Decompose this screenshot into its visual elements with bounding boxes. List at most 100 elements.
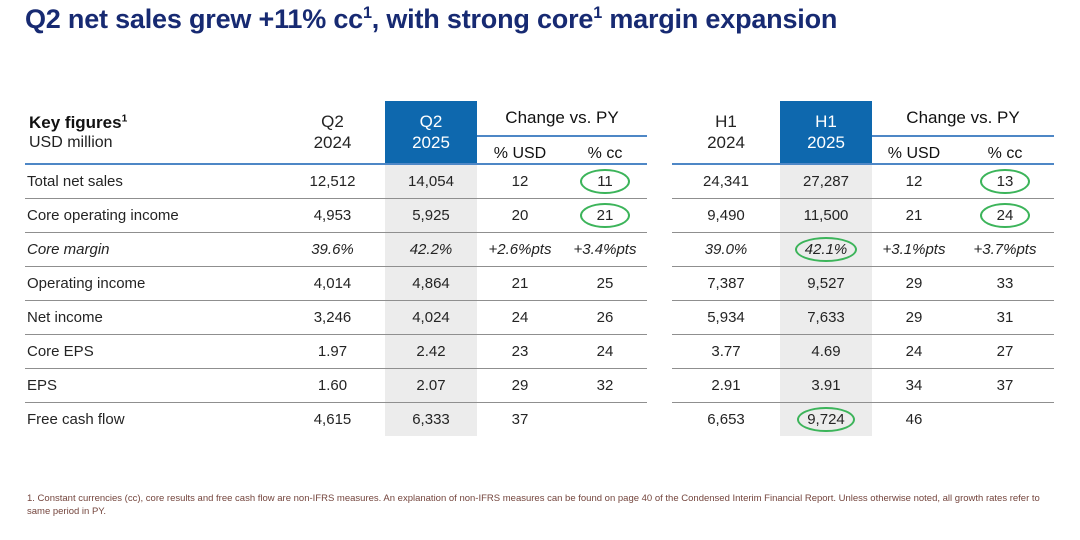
q2-2025-value: 42.2%	[385, 232, 477, 267]
h1-2024-value: 6,653	[707, 411, 745, 428]
table-row-core-operating-income: Core operating income 4,953 5,925 20 21	[25, 198, 647, 233]
table-row-net-income: 5,934 7,633 29 31	[672, 300, 1054, 335]
q2-usd-change-value: 24	[477, 300, 563, 335]
h1-2024-column-header: H1 2024	[672, 101, 780, 165]
q2-2024-value: 3,246	[280, 300, 385, 335]
highlight-circle: 13	[980, 168, 1030, 195]
q2-change-vs-py-header: Change vs. PY	[477, 101, 647, 137]
h1-2025-value: 9,527	[780, 266, 872, 301]
h1-cc-change-value: 24	[956, 198, 1054, 233]
h1-2025-value: 9,724	[780, 402, 872, 436]
h1-2025-value: 42.1%	[780, 232, 872, 267]
table-row-free-cash-flow: Free cash flow 4,615 6,333 37	[25, 402, 647, 437]
h1-pct-cc-header: % cc	[956, 136, 1054, 165]
q2-cc-change-value: 26	[563, 300, 647, 335]
q2-2025-value: 2.07	[385, 368, 477, 403]
h1-usd-change-value: 21	[872, 198, 956, 233]
table-row-operating-income: Operating income 4,014 4,864 21 25	[25, 266, 647, 301]
h1-2025-value: 4.69	[780, 334, 872, 369]
h1-2025-value: 11,500	[780, 198, 872, 233]
h1-usd-change-value: 29	[872, 266, 956, 301]
q2-pct-cc-header: % cc	[563, 136, 647, 165]
table-row-eps: EPS 1.60 2.07 29 32	[25, 368, 647, 403]
h1-2025-column-header: H1 2025	[780, 101, 872, 165]
h1-2025-value: 3.91	[780, 368, 872, 403]
q2-2024-value: 1.60	[280, 368, 385, 403]
q2-2025-value: 6,333	[385, 402, 477, 436]
footnote: 1. Constant currencies (cc), core result…	[27, 493, 1040, 518]
h1-pct-usd-header: % USD	[872, 136, 956, 165]
q2-2024-value: 12,512	[280, 164, 385, 199]
table-row-eps: 2.91 3.91 34 37	[672, 368, 1054, 403]
title-footnote-marker: 1	[593, 4, 603, 22]
row-label: Free cash flow	[27, 411, 125, 428]
h1-2024-value: 7,387	[672, 266, 780, 301]
table-row-core-margin: 39.0% 42.1% +3.1%pts +3.7%pts	[672, 232, 1054, 267]
h1-2024-value: 9,490	[672, 198, 780, 233]
q2-2024-value: 39.6%	[280, 232, 385, 267]
h1-cc-change-value: 27	[956, 334, 1054, 369]
row-label: EPS	[25, 368, 280, 403]
q2-table: Key figures1 USD million Q2 2024 Q2 2025…	[25, 101, 647, 436]
h1-usd-change-value: 24	[872, 334, 956, 369]
q2-2025-value: 5,925	[385, 198, 477, 233]
title-text: Q2 net sales grew +11% cc	[25, 4, 363, 34]
row-label: Core operating income	[25, 198, 280, 233]
h1-usd-change-value: +3.1%pts	[872, 232, 956, 267]
title-text: , with strong core	[371, 4, 594, 34]
q2-2025-value: 4,864	[385, 266, 477, 301]
h1-2024-value: 5,934	[672, 300, 780, 335]
row-label: Total net sales	[25, 164, 280, 199]
q2-cc-change-value: +3.4%pts	[563, 232, 647, 267]
key-figures-header: Key figures1 USD million	[25, 101, 280, 165]
row-label: Operating income	[25, 266, 280, 301]
q2-usd-change-value: +2.6%pts	[477, 232, 563, 267]
table-row-core-eps: 3.77 4.69 24 27	[672, 334, 1054, 369]
q2-cc-change-value: 32	[563, 368, 647, 403]
q2-cc-change-value: 21	[563, 198, 647, 233]
q2-cc-change-value	[563, 403, 647, 437]
q2-2024-value: 4,014	[280, 266, 385, 301]
key-figures-tables: Key figures1 USD million Q2 2024 Q2 2025…	[0, 101, 1080, 436]
q2-cc-change-value: 24	[563, 334, 647, 369]
unit-label: USD million	[29, 133, 113, 151]
table-row-core-margin: Core margin 39.6% 42.2% +2.6%pts +3.4%pt…	[25, 232, 647, 267]
title-footnote-marker: 1	[362, 4, 372, 22]
table-row-operating-income: 7,387 9,527 29 33	[672, 266, 1054, 301]
q2-usd-change-value: 37	[511, 411, 529, 428]
h1-2024-value: 39.0%	[672, 232, 780, 267]
row-label: Core margin	[25, 232, 280, 267]
h1-2025-value: 7,633	[780, 300, 872, 335]
row-label: Net income	[25, 300, 280, 335]
highlight-circle: 21	[580, 202, 630, 229]
h1-usd-change-value: 34	[872, 368, 956, 403]
h1-table: H1 2024 H1 2025 Change vs. PY % USD % cc	[672, 101, 1054, 436]
row-label: Core EPS	[25, 334, 280, 369]
table-row-core-eps: Core EPS 1.97 2.42 23 24	[25, 334, 647, 369]
q2-2025-value: 4,024	[385, 300, 477, 335]
highlight-circle: 42.1%	[794, 236, 858, 263]
q2-usd-change-value: 20	[477, 198, 563, 233]
q2-cc-change-value: 25	[563, 266, 647, 301]
h1-2024-value: 3.77	[672, 334, 780, 369]
h1-usd-change-value: 12	[872, 164, 956, 199]
highlight-circle: 24	[980, 202, 1030, 229]
table-row-free-cash-flow: 6,653 9,724 46	[672, 402, 1054, 436]
h1-2024-value: 24,341	[672, 164, 780, 199]
q2-usd-change-value: 23	[477, 334, 563, 369]
q2-usd-change-value: 29	[477, 368, 563, 403]
table-row-core-operating-income: 9,490 11,500 21 24	[672, 198, 1054, 233]
q2-2024-column-header: Q2 2024	[280, 101, 385, 165]
h1-2024-value: 2.91	[672, 368, 780, 403]
q2-2025-value: 14,054	[385, 164, 477, 199]
title-text: margin expansion	[602, 4, 838, 34]
page-title: Q2 net sales grew +11% cc1, with strong …	[25, 4, 1080, 35]
h1-usd-change-value: 29	[872, 300, 956, 335]
h1-2025-value: 27,287	[780, 164, 872, 199]
h1-usd-change-value: 46	[905, 411, 923, 428]
h1-cc-change-value: 33	[956, 266, 1054, 301]
key-figures-label: Key figures	[29, 112, 122, 132]
q2-pct-usd-header: % USD	[477, 136, 563, 165]
q2-2024-value: 4,953	[280, 198, 385, 233]
